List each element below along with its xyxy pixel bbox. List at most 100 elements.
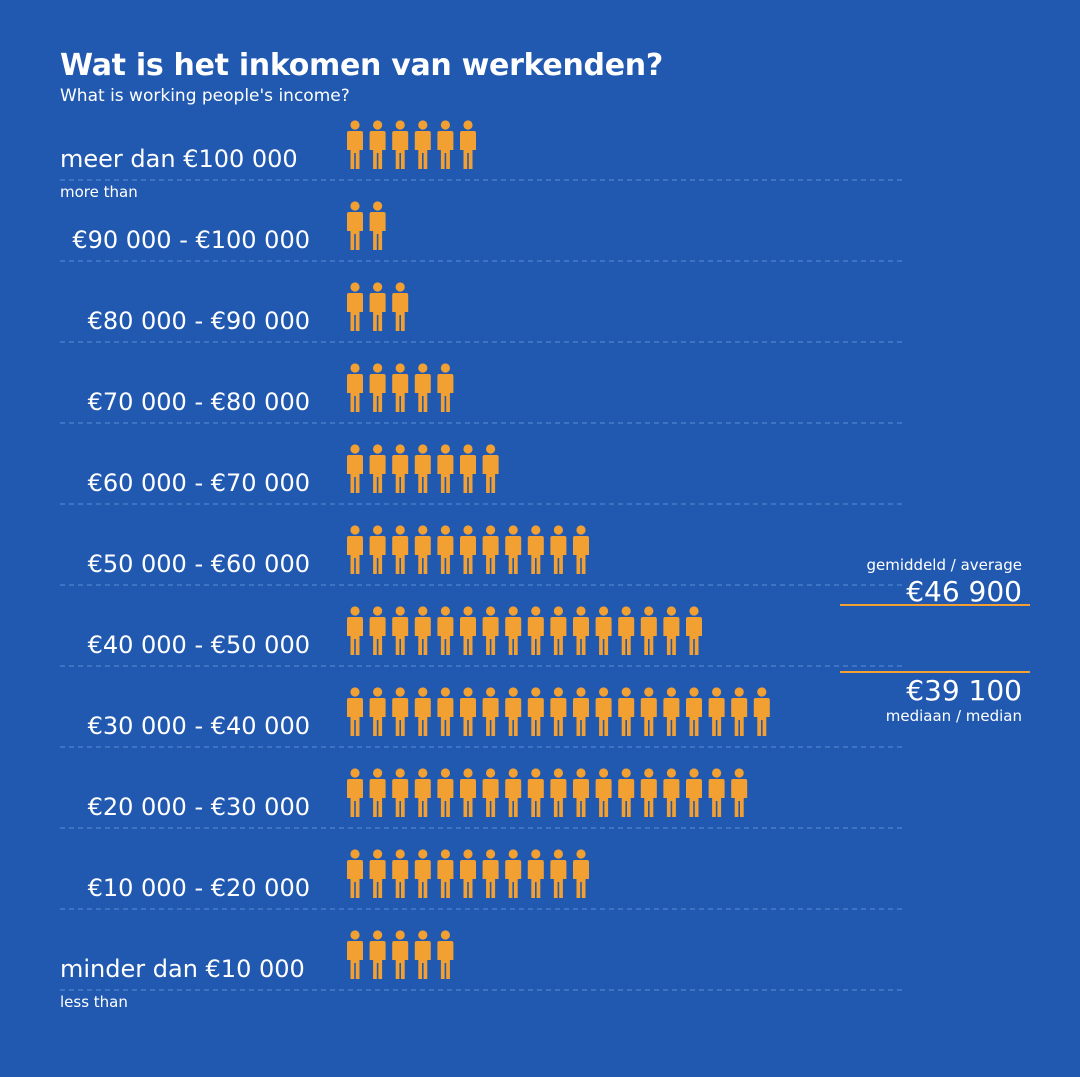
- person-icon: [369, 282, 386, 331]
- person-icon: [347, 606, 363, 655]
- person-icon: [414, 363, 431, 412]
- person-icon: [437, 849, 454, 898]
- person-icon: [550, 525, 567, 574]
- person-icon: [392, 120, 409, 169]
- person-icon: [595, 606, 612, 655]
- person-icon: [505, 768, 522, 817]
- person-icon: [414, 849, 431, 898]
- person-icon: [437, 606, 454, 655]
- average-value: €46 900: [906, 575, 1022, 608]
- person-icon: [437, 525, 454, 574]
- person-icon: [347, 687, 363, 736]
- average-label: gemiddeld / average: [866, 556, 1023, 574]
- person-icon: [437, 930, 454, 979]
- person-icon: [460, 606, 476, 655]
- person-icon: [482, 444, 499, 493]
- person-icon: [550, 687, 567, 736]
- person-icon: [640, 606, 657, 655]
- person-icon: [369, 363, 386, 412]
- person-icon: [347, 930, 363, 979]
- person-icon: [392, 444, 409, 493]
- person-icon: [527, 525, 544, 574]
- person-icon: [414, 525, 431, 574]
- person-icon: [347, 525, 363, 574]
- person-icon: [573, 525, 589, 574]
- person-icon: [618, 687, 635, 736]
- person-icon: [369, 525, 386, 574]
- category-label: €90 000 - €100 000: [72, 226, 310, 254]
- person-icon: [505, 687, 522, 736]
- person-icon: [527, 606, 544, 655]
- category-label: €40 000 - €50 000: [87, 631, 310, 659]
- person-icon: [392, 606, 409, 655]
- median-line: [840, 671, 1030, 673]
- person-icon: [482, 606, 499, 655]
- person-icon: [414, 768, 431, 817]
- person-icon: [686, 687, 702, 736]
- person-icon: [414, 444, 431, 493]
- person-icon: [618, 768, 635, 817]
- person-icon: [414, 687, 431, 736]
- average-line: [840, 604, 1030, 606]
- person-icon: [663, 606, 680, 655]
- person-icon: [392, 525, 409, 574]
- person-icon: [482, 687, 499, 736]
- person-icon: [347, 120, 363, 169]
- person-icon: [369, 606, 386, 655]
- person-icon: [640, 768, 657, 817]
- person-icon: [708, 687, 725, 736]
- page-title: Wat is het inkomen van werkenden?: [60, 48, 663, 83]
- person-icon: [640, 687, 657, 736]
- person-icon: [595, 687, 612, 736]
- person-icon: [347, 363, 363, 412]
- category-label: €60 000 - €70 000: [87, 469, 310, 497]
- person-icon: [392, 687, 409, 736]
- category-label: €30 000 - €40 000: [87, 712, 310, 740]
- category-label: minder dan €10 000: [60, 955, 305, 983]
- person-icon: [392, 768, 409, 817]
- person-icon: [663, 687, 680, 736]
- person-icon: [369, 444, 386, 493]
- person-icon: [437, 363, 454, 412]
- person-icon: [505, 525, 522, 574]
- person-icon: [573, 687, 589, 736]
- person-icon: [482, 768, 499, 817]
- person-icon: [347, 201, 363, 250]
- category-label: €70 000 - €80 000: [87, 388, 310, 416]
- category-label: €10 000 - €20 000: [87, 874, 310, 902]
- category-sublabel: more than: [60, 183, 138, 201]
- person-icon: [414, 930, 431, 979]
- median-label: mediaan / median: [885, 707, 1022, 725]
- person-icon: [708, 768, 725, 817]
- person-icon: [550, 768, 567, 817]
- person-icon: [573, 606, 589, 655]
- person-icon: [527, 687, 544, 736]
- person-icon: [369, 120, 386, 169]
- person-icon: [595, 768, 612, 817]
- person-icon: [550, 849, 567, 898]
- person-icon: [460, 525, 476, 574]
- person-icon: [731, 687, 748, 736]
- person-icon: [437, 768, 454, 817]
- person-icon: [550, 606, 567, 655]
- person-icon: [369, 849, 386, 898]
- person-icon: [573, 849, 589, 898]
- person-icon: [731, 768, 748, 817]
- person-icon: [437, 120, 454, 169]
- person-icon: [437, 444, 454, 493]
- person-icon: [618, 606, 635, 655]
- person-icon: [414, 120, 431, 169]
- person-icon: [347, 768, 363, 817]
- page-subtitle: What is working people's income?: [60, 86, 350, 106]
- category-label: €80 000 - €90 000: [87, 307, 310, 335]
- category-sublabel: less than: [60, 993, 128, 1011]
- person-icon: [347, 282, 363, 331]
- category-label: meer dan €100 000: [60, 145, 298, 173]
- person-icon: [527, 849, 544, 898]
- person-icon: [663, 768, 680, 817]
- person-icon: [392, 849, 409, 898]
- person-icon: [347, 444, 363, 493]
- category-label: €20 000 - €30 000: [87, 793, 310, 821]
- person-icon: [392, 282, 409, 331]
